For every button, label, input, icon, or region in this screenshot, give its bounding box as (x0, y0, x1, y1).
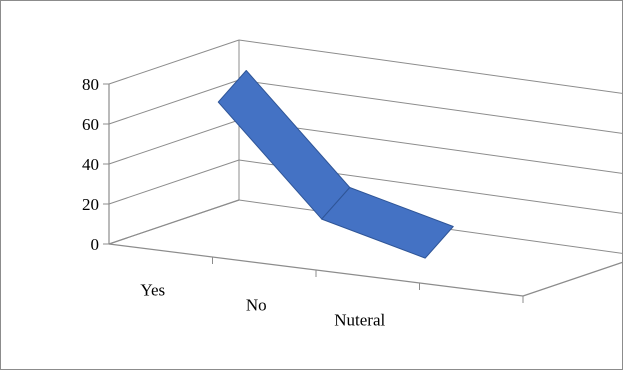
back-wall-gridline (238, 119, 623, 174)
side-wall-gridline (108, 39, 240, 85)
y-tick-label: 20 (82, 195, 99, 214)
x-category-label: No (246, 296, 267, 315)
side-wall-gridline (108, 199, 240, 245)
y-tick-label: 80 (82, 75, 99, 94)
side-wall-gridline (108, 159, 240, 205)
series-ribbon-segment (321, 187, 454, 259)
y-tick-label: 60 (82, 115, 99, 134)
x-category-label: Yes (140, 281, 165, 300)
side-wall-gridline (108, 79, 240, 125)
back-wall-gridline (238, 79, 623, 134)
side-wall-gridline (108, 119, 240, 165)
y-tick-label: 0 (91, 235, 100, 254)
y-tick-label: 40 (82, 155, 99, 174)
back-wall-gridline (238, 39, 623, 94)
floor-right-edge (522, 261, 623, 297)
x-category-label: Nuteral (334, 311, 385, 330)
